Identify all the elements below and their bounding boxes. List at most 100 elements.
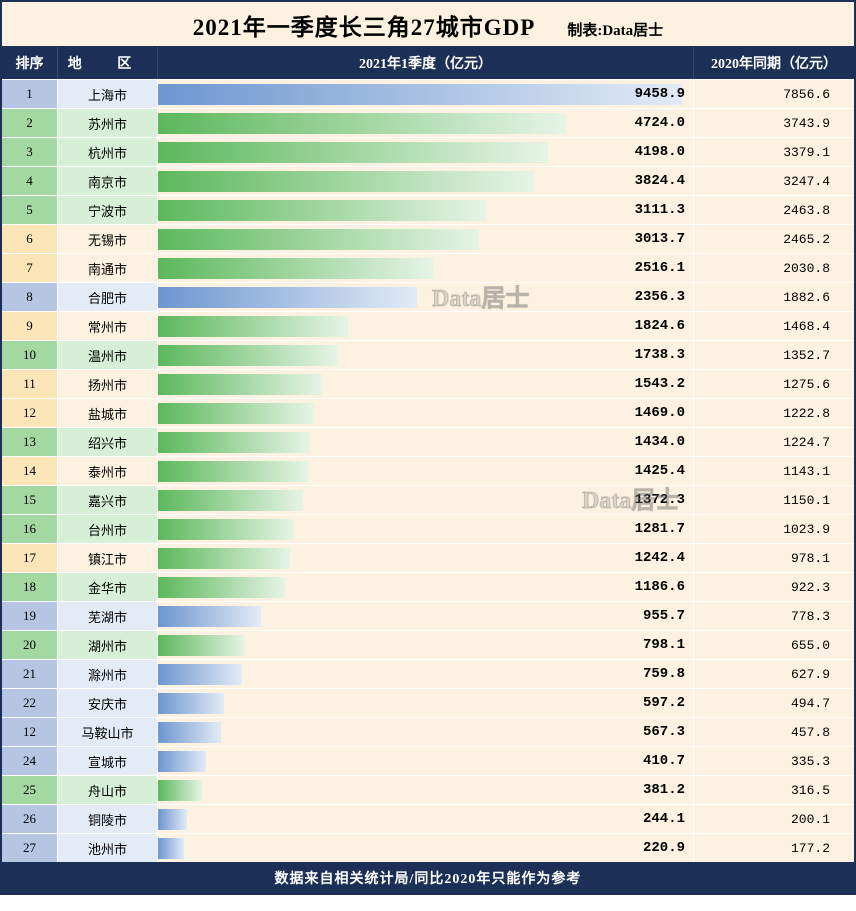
bar-cell: 4198.0 (158, 138, 694, 166)
region-cell: 常州市 (58, 312, 158, 340)
bar-value-label: 220.9 (643, 840, 685, 856)
rank-cell: 22 (2, 689, 58, 717)
bar-cell: 1824.6 (158, 312, 694, 340)
region-cell: 嘉兴市 (58, 486, 158, 514)
rank-cell: 26 (2, 805, 58, 833)
bar-value-label: 3013.7 (635, 231, 685, 247)
rank-cell: 8 (2, 283, 58, 311)
table-row: 12马鞍山市567.3457.8 (2, 717, 854, 746)
rank-cell: 13 (2, 428, 58, 456)
table-row: 20湖州市798.1655.0 (2, 630, 854, 659)
rank-cell: 15 (2, 486, 58, 514)
bar-cell: 1425.4 (158, 457, 694, 485)
bar-value-label: 9458.9 (635, 86, 685, 102)
bar-cell: 1281.7 (158, 515, 694, 543)
prev-value-cell: 627.9 (694, 660, 854, 688)
prev-value-cell: 3743.9 (694, 109, 854, 137)
gdp-bar (158, 664, 242, 685)
rank-cell: 25 (2, 776, 58, 804)
table-row: 4南京市3824.43247.4 (2, 166, 854, 195)
region-cell: 安庆市 (58, 689, 158, 717)
title-row: 2021年一季度长三角27城市GDP 制表:Data居士 (2, 2, 854, 46)
prev-value-cell: 3247.4 (694, 167, 854, 195)
bar-value-label: 955.7 (643, 608, 685, 624)
region-cell: 宁波市 (58, 196, 158, 224)
rank-cell: 17 (2, 544, 58, 572)
rank-cell: 18 (2, 573, 58, 601)
prev-value-cell: 1224.7 (694, 428, 854, 456)
bar-value-label: 1281.7 (635, 521, 685, 537)
bar-cell: 4724.0 (158, 109, 694, 137)
bar-value-label: 4724.0 (635, 115, 685, 131)
region-cell: 扬州市 (58, 370, 158, 398)
prev-value-cell: 457.8 (694, 718, 854, 746)
prev-value-cell: 1023.9 (694, 515, 854, 543)
gdp-bar (158, 780, 202, 801)
rank-cell: 7 (2, 254, 58, 282)
bar-cell: 759.8 (158, 660, 694, 688)
bar-value-label: 1434.0 (635, 434, 685, 450)
prev-value-cell: 335.3 (694, 747, 854, 775)
table-row: 8合肥市2356.31882.6 (2, 282, 854, 311)
bar-value-label: 1469.0 (635, 405, 685, 421)
table-row: 24宣城市 410.7 335.3 (2, 746, 854, 775)
table-row: 1上海市9458.97856.6 (2, 79, 854, 108)
gdp-bar (158, 258, 433, 279)
region-cell: 湖州市 (58, 631, 158, 659)
table-row: 6无锡市3013.72465.2 (2, 224, 854, 253)
region-cell: 合肥市 (58, 283, 158, 311)
region-cell: 宣城市 (58, 747, 158, 775)
gdp-bar (158, 577, 285, 598)
bar-value-label: 4198.0 (635, 144, 685, 160)
bar-cell: 1186.6 (158, 573, 694, 601)
prev-value-cell: 494.7 (694, 689, 854, 717)
bar-cell: 1242.4 (158, 544, 694, 572)
bar-cell: 2516.1 (158, 254, 694, 282)
region-cell: 舟山市 (58, 776, 158, 804)
gdp-bar (158, 84, 682, 105)
prev-value-cell: 655.0 (694, 631, 854, 659)
rank-cell: 3 (2, 138, 58, 166)
bar-cell: 1469.0 (158, 399, 694, 427)
bar-value-label: 1186.6 (635, 579, 685, 595)
rank-cell: 27 (2, 834, 58, 862)
gdp-bar (158, 403, 314, 424)
rank-cell: 21 (2, 660, 58, 688)
bar-value-label: 1543.2 (635, 376, 685, 392)
table-row: 19芜湖市955.7778.3 (2, 601, 854, 630)
bar-cell: 220.9 (158, 834, 694, 862)
prev-value-cell: 1882.6 (694, 283, 854, 311)
table-row: 25舟山市 381.2 316.5 (2, 775, 854, 804)
rank-cell: 24 (2, 747, 58, 775)
prev-value-cell: 316.5 (694, 776, 854, 804)
region-cell: 铜陵市 (58, 805, 158, 833)
header-q1-2021: 2021年1季度（亿元） (158, 47, 694, 79)
table-row: 11扬州市1543.21275.6 (2, 369, 854, 398)
bar-value-label: 410.7 (643, 753, 685, 769)
bar-value-label: 567.3 (643, 724, 685, 740)
prev-value-cell: 7856.6 (694, 80, 854, 108)
prev-value-cell: 1275.6 (694, 370, 854, 398)
rank-cell: 1 (2, 80, 58, 108)
table-row: 17镇江市1242.4978.1 (2, 543, 854, 572)
gdp-bar (158, 693, 224, 714)
table-row: 14泰州市1425.41143.1 (2, 456, 854, 485)
bar-cell: 410.7 (158, 747, 694, 775)
gdp-bar (158, 809, 187, 830)
table-row: 21滁州市759.8627.9 (2, 659, 854, 688)
rank-cell: 10 (2, 341, 58, 369)
prev-value-cell: 2465.2 (694, 225, 854, 253)
region-cell: 滁州市 (58, 660, 158, 688)
prev-value-cell: 1352.7 (694, 341, 854, 369)
prev-value-cell: 1222.8 (694, 399, 854, 427)
bar-value-label: 1425.4 (635, 463, 685, 479)
region-cell: 盐城市 (58, 399, 158, 427)
bar-value-label: 381.2 (643, 782, 685, 798)
prev-value-cell: 1468.4 (694, 312, 854, 340)
gdp-bar (158, 200, 486, 221)
rank-cell: 12 (2, 399, 58, 427)
gdp-bar (158, 461, 309, 482)
table-row: 3杭州市4198.03379.1 (2, 137, 854, 166)
gdp-bar (158, 635, 245, 656)
bar-value-label: 3111.3 (635, 202, 685, 218)
